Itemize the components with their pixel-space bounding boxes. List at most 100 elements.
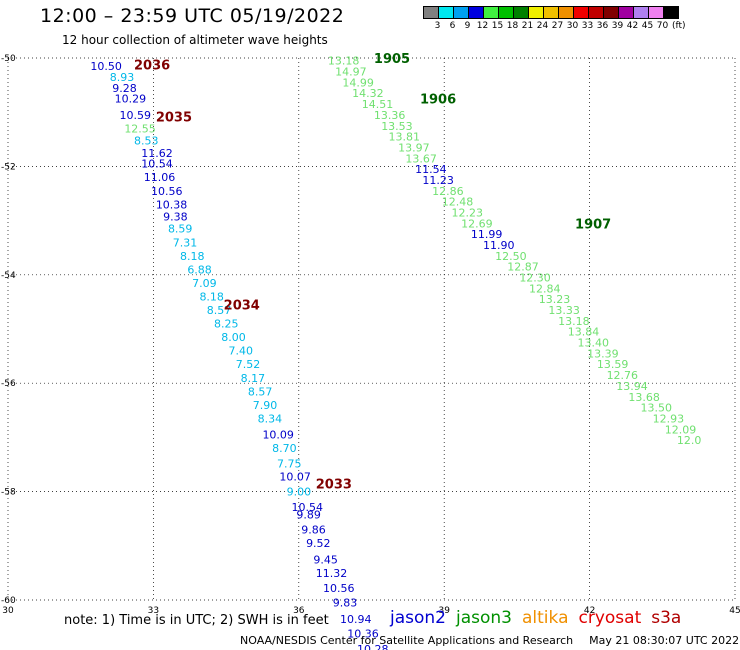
data-point-label: 13.81 (388, 131, 420, 144)
data-point-label: 9.38 (163, 210, 188, 223)
data-point-label: 10.54 (292, 501, 324, 514)
data-point-label: 8.34 (258, 412, 283, 425)
data-point-label: 7.90 (253, 399, 277, 412)
data-point-label: 8.18 (199, 290, 224, 303)
pass-time-label: 1907 (575, 217, 611, 232)
color-scale-legend: 3 6 9 12 15 18 21 24 27 30 33 36 39 42 45 70 (ft) (423, 6, 686, 31)
data-point-label: 12.48 (442, 196, 474, 209)
data-point-label: 10.36 (347, 628, 379, 641)
x-tick-label: 36 (293, 606, 305, 616)
credit-text: NOAA/NESDIS Center for Satellite Applica… (240, 634, 574, 647)
data-point-label: 12.23 (451, 206, 483, 219)
data-point-label: 8.17 (241, 372, 266, 385)
timestamp: May 21 08:30:07 UTC 2022 (589, 634, 740, 647)
data-point-label: 13.50 (640, 402, 672, 415)
x-tick-label: 42 (584, 606, 595, 616)
data-point-label: 13.84 (568, 326, 600, 339)
data-point-label: 12.69 (461, 217, 493, 230)
data-point-label: 13.39 (587, 347, 619, 360)
data-point-label: 12.0 (677, 434, 702, 447)
data-point-label: 8.57 (248, 385, 273, 398)
legend-label: 15 (491, 21, 504, 31)
x-tick-label: 39 (438, 606, 450, 616)
legend-label: 36 (596, 21, 609, 31)
x-tick-label: 33 (148, 606, 159, 616)
data-point-label: 12.86 (432, 185, 464, 198)
y-tick-label: -58 (1, 488, 16, 498)
data-point-label: 10.09 (262, 429, 294, 442)
data-point-label: 7.09 (192, 277, 217, 290)
data-point-label: 10.54 (141, 158, 173, 171)
pass-time-label: 1905 (374, 52, 410, 67)
data-point-label: 12.76 (607, 369, 639, 382)
data-point-label: 14.99 (342, 76, 374, 89)
data-point-label: 10.56 (323, 582, 355, 595)
data-point-label: 13.18 (558, 315, 590, 328)
data-point-label: 7.40 (229, 345, 254, 358)
y-tick-label: -50 (1, 54, 16, 64)
y-tick-label: -54 (1, 271, 16, 281)
data-point-label: 9.86 (301, 524, 326, 537)
legend-label: 24 (536, 21, 549, 31)
pass-time-label: 2034 (224, 299, 260, 314)
x-tick-label: 45 (729, 606, 740, 616)
data-point-label: 10.94 (340, 613, 372, 626)
data-point-label: 8.00 (221, 331, 246, 344)
data-point-label: 9.52 (306, 537, 331, 550)
data-point-label: 13.53 (381, 120, 413, 133)
chart-title: 12:00 – 23:59 UTC 05/19/2022 (40, 5, 345, 27)
y-tick-label: -52 (1, 162, 16, 172)
data-point-label: 8.53 (134, 134, 159, 147)
data-point-label: 10.29 (115, 93, 147, 106)
pass-time-label: 2033 (316, 477, 352, 492)
satellite-name: altika (522, 608, 569, 628)
data-point-label: 8.25 (214, 318, 239, 331)
data-point-label: 7.31 (173, 236, 198, 249)
data-point-label: 12.87 (507, 261, 539, 274)
data-point-label: 9.45 (313, 553, 338, 566)
pass-time-label: 1906 (420, 93, 456, 108)
legend-label: 70 (656, 21, 669, 31)
data-point-label: 13.40 (577, 337, 609, 350)
data-point-label: 12.30 (519, 272, 551, 285)
y-tick-label: -60 (1, 596, 16, 606)
data-point-label: 12.50 (495, 250, 526, 263)
y-tick-label: -56 (1, 379, 16, 389)
legend-label: 39 (611, 21, 624, 31)
data-point-label: 14.51 (362, 98, 394, 111)
pass-time-label: 2036 (134, 59, 170, 74)
legend-unit: (ft) (672, 21, 686, 31)
satellite-name: s3a (651, 608, 682, 628)
data-point-label: 8.18 (180, 250, 205, 263)
data-point-label: 9.83 (333, 597, 358, 610)
chart-subtitle: 12 hour collection of altimeter wave hei… (62, 33, 328, 47)
data-point-label: 9.89 (296, 508, 321, 521)
data-point-label: 11.32 (316, 567, 348, 580)
data-point-label: 11.99 (471, 228, 503, 241)
data-point-label: 10.59 (119, 109, 150, 122)
legend-label: 45 (641, 21, 654, 31)
data-point-label: 14.97 (335, 66, 367, 79)
satellite-legend: jason2 jason3 altika cryosat s3a (390, 608, 691, 628)
data-point-label: 12.09 (665, 423, 697, 436)
data-point-label: 13.68 (628, 391, 660, 404)
data-point-label: 9.28 (112, 82, 137, 95)
data-point-label: 11.54 (415, 163, 447, 176)
legend-label: 42 (626, 21, 639, 31)
credit-line: NOAA/NESDIS Center for Satellite Applica… (240, 634, 739, 647)
data-point-label: 10.38 (156, 198, 188, 211)
legend-label: 33 (581, 21, 594, 31)
legend-label: 21 (521, 21, 534, 31)
data-point-label: 11.23 (422, 174, 454, 187)
legend-label: 6 (449, 21, 456, 31)
legend-label: 12 (476, 21, 489, 31)
data-point-label: 8.59 (168, 223, 193, 236)
data-point-label: 10.50 (90, 60, 122, 73)
data-point-label: 6.88 (187, 263, 212, 276)
legend-label: 3 (434, 21, 441, 31)
data-point-label: 10.56 (151, 185, 183, 198)
data-point-label: 9.00 (287, 486, 312, 499)
pass-time-label: 2035 (156, 111, 192, 126)
data-point-label: 8.93 (110, 71, 135, 84)
